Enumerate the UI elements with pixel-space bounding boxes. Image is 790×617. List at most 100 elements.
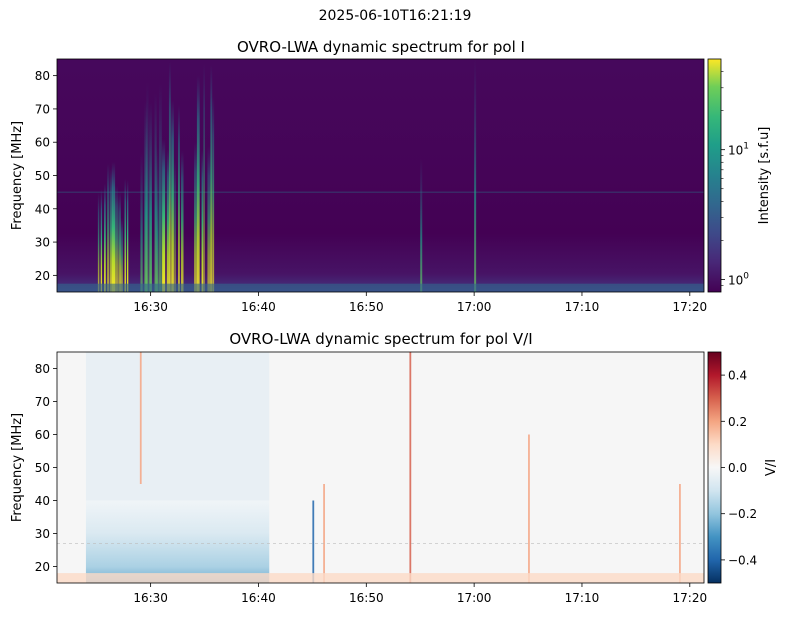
colorbar-tick-label: 100 [728,271,749,287]
burst-stripe [144,101,148,292]
burst-stripe [111,161,116,292]
burst-stripe [146,82,149,292]
x-tick-label: 16:30 [133,300,168,314]
positive-line [409,352,412,583]
burst-stripe [194,142,198,292]
burst-stripe [126,179,129,292]
panel-pol-vi: OVRO-LWA dynamic spectrum for pol V/I 20… [10,330,779,605]
y-tick-label: 50 [35,169,50,183]
burst-stripe [420,158,423,292]
burst-stripe [110,168,113,292]
panel-title-pol-i: OVRO-LWA dynamic spectrum for pol I [237,38,525,56]
burst-stripe [154,93,157,292]
burst-stripe [174,159,176,292]
y-tick-label: 20 [35,269,50,283]
panel-title-pol-vi: OVRO-LWA dynamic spectrum for pol V/I [229,330,532,348]
colorbar-tick-label: −0.2 [728,507,757,521]
positive-line [528,434,530,583]
low-frequency-band [57,573,704,583]
low-frequency-band [57,283,704,292]
burst-stripe [207,146,211,292]
x-tick-label: 17:10 [565,591,600,605]
y-axis-pol-vi: 20 30 40 50 60 70 80 [35,362,57,574]
burst-stripe [149,102,152,292]
burst-stripe [196,75,200,292]
burst-stripe [171,100,174,292]
colorbar-intensity-ticks: 100 101 [721,71,749,287]
colorbar-tick-label: −0.4 [728,553,757,567]
spectrum-background [57,59,704,292]
y-tick-label: 70 [35,395,50,409]
burst-stripe [107,163,110,292]
x-tick-label: 17:00 [457,300,492,314]
burst-features-pol-i [57,59,704,293]
y-tick-label: 70 [35,102,50,116]
y-tick-label: 60 [35,428,50,442]
y-axis-pol-i: 20 30 40 50 60 70 80 [35,69,57,283]
polarization-features [57,352,704,583]
burst-stripe [158,83,162,292]
colorbar-vi-scale [707,351,722,584]
plot-area-pol-i [56,58,705,293]
negative-region-faint [85,352,270,501]
burst-stripe [201,150,204,292]
burst-stripe [120,217,123,292]
panel-pol-i: OVRO-LWA dynamic spectrum for pol I 20 30… [10,38,772,314]
negative-line [312,500,315,583]
burst-stripe [118,191,121,292]
y-tick-label: 30 [35,236,50,250]
burst-stripe [203,62,205,292]
y-tick-label: 60 [35,136,50,150]
burst-stripe [103,183,106,292]
colorbar-intensity-label: Intensity [s.f.u] [757,127,772,225]
y-tick-label: 80 [35,362,50,376]
burst-stripe [474,59,477,292]
x-tick-label: 16:40 [241,300,276,314]
burst-stripe [212,96,215,293]
plot-area-pol-vi [56,351,705,584]
colorbar-vi-ticks: −0.4 −0.2 0.0 0.2 0.4 [721,369,757,567]
burst-stripe [140,151,143,292]
burst-stripe [162,139,166,292]
x-tick-label: 17:10 [565,300,600,314]
positive-line [139,352,142,484]
y-tick-label: 80 [35,69,50,83]
y-tick-label: 30 [35,527,50,541]
x-tick-label: 16:30 [133,591,168,605]
colorbar-tick-label: 101 [728,142,749,158]
colorbar-vi: −0.4 −0.2 0.0 0.2 0.4 [707,351,757,584]
y-tick-label: 20 [35,560,50,574]
colorbar-intensity-scale [707,58,722,293]
x-axis-pol-vi: 16:30 16:40 16:50 17:00 17:10 17:20 [133,583,707,605]
burst-stripe [181,150,184,292]
burst-stripe [124,178,127,292]
colorbar-tick-label: 0.4 [728,369,747,383]
y-axis-label-pol-vi: Frequency [MHz] [10,413,25,522]
burst-stripe [114,185,118,292]
positive-line [679,484,681,583]
burst-stripe [156,146,159,292]
colorbar-intensity: 100 101 [707,58,749,293]
y-tick-label: 40 [35,202,50,216]
burst-stripe [97,192,100,292]
x-tick-label: 17:00 [457,591,492,605]
x-tick-label: 17:20 [673,300,708,314]
positive-line [323,484,325,583]
x-axis-pol-i: 16:30 16:40 16:50 17:00 17:10 17:20 [133,292,707,314]
x-tick-label: 16:40 [241,591,276,605]
x-tick-label: 17:20 [673,591,708,605]
burst-stripe [100,189,103,292]
figure-suptitle: 2025-06-10T16:21:19 [318,8,472,24]
x-tick-label: 16:50 [349,300,384,314]
negative-region [85,500,270,583]
burst-stripe [210,64,213,292]
y-tick-label: 50 [35,461,50,475]
burst-stripe [168,61,171,292]
x-tick-label: 16:50 [349,591,384,605]
colorbar-tick-label: 0.2 [728,415,747,429]
burst-stripe [178,105,180,292]
y-tick-label: 40 [35,494,50,508]
colorbar-tick-label: 0.0 [728,461,747,475]
colorbar-vi-label: V/I [764,459,779,476]
